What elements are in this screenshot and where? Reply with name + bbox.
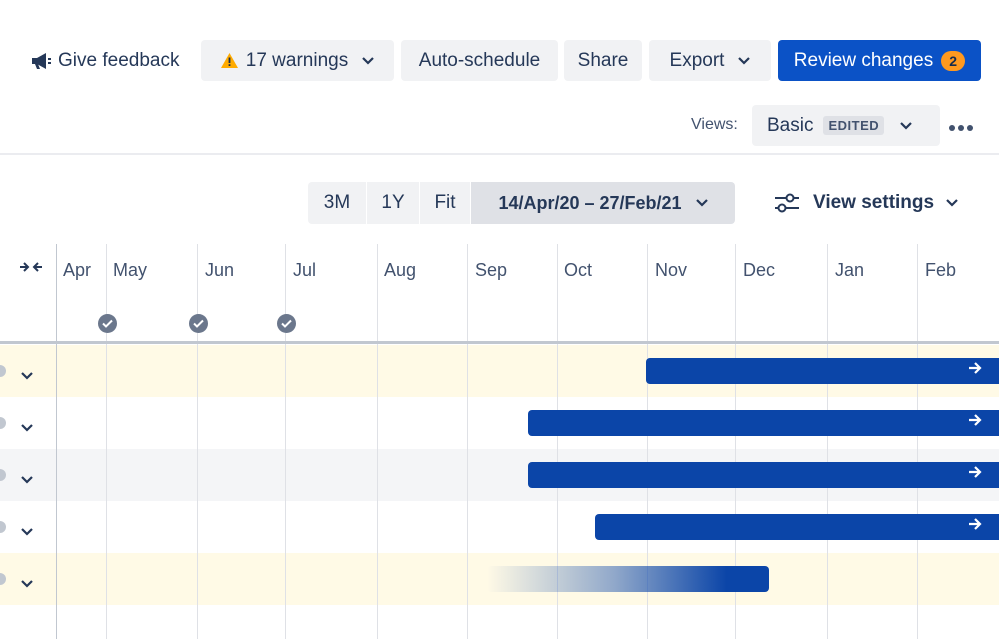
views-selected: Basic	[767, 114, 814, 136]
zoom-fit-label: Fit	[434, 192, 456, 213]
warnings-button[interactable]: 17 warnings	[201, 40, 394, 81]
chevron-down-icon	[946, 199, 958, 207]
month-gridline	[827, 244, 828, 639]
month-label: Nov	[655, 260, 688, 280]
megaphone-icon	[30, 52, 52, 70]
row-status-icon	[0, 469, 6, 481]
row-status-icon	[0, 521, 6, 533]
view-settings-button[interactable]: View settings	[774, 182, 958, 224]
export-button[interactable]: Export	[649, 40, 771, 81]
month-label: Apr	[63, 260, 92, 280]
milestone-check-icon[interactable]	[98, 314, 117, 333]
expand-row-chevron-icon[interactable]	[21, 419, 33, 437]
month-gridline	[197, 244, 198, 639]
month-label: Jan	[835, 260, 865, 280]
views-label: Views:	[691, 116, 738, 133]
review-changes-label: Review changes	[793, 49, 934, 71]
chevron-down-icon	[362, 56, 374, 65]
milestone-check-icon[interactable]	[189, 314, 208, 333]
auto-schedule-label: Auto-schedule	[418, 49, 541, 71]
arrow-right-icon	[968, 361, 982, 380]
month-gridline	[377, 244, 378, 639]
month-gridline	[285, 244, 286, 639]
schedule-bar[interactable]	[595, 514, 999, 540]
sliders-icon	[774, 193, 800, 213]
month-label: Dec	[743, 260, 776, 280]
schedule-bar[interactable]	[646, 358, 999, 384]
month-gridline	[557, 244, 558, 639]
header-divider	[0, 153, 999, 155]
review-changes-button[interactable]: Review changes 2	[778, 40, 981, 81]
arrow-right-icon	[968, 517, 982, 536]
zoom-1y-label: 1Y	[381, 192, 405, 213]
month-gridline	[106, 244, 107, 639]
month-label: Feb	[925, 260, 957, 280]
month-gridline	[917, 244, 918, 639]
timeline-row	[0, 605, 999, 639]
row-status-icon	[0, 573, 6, 585]
collapse-icon[interactable]	[19, 260, 43, 279]
edited-badge: EDITED	[823, 116, 885, 135]
zoom-1y-button[interactable]: 1Y	[367, 182, 419, 224]
schedule-bar[interactable]	[528, 462, 999, 488]
month-label: Jul	[293, 260, 317, 280]
review-count-badge: 2	[941, 50, 966, 71]
expand-row-chevron-icon[interactable]	[21, 471, 33, 489]
arrow-right-icon	[968, 413, 982, 432]
export-label: Export	[669, 49, 725, 71]
auto-schedule-button[interactable]: Auto-schedule	[401, 40, 558, 81]
expand-row-chevron-icon[interactable]	[21, 575, 33, 593]
view-settings-label: View settings	[813, 192, 935, 213]
zoom-fit-button[interactable]: Fit	[420, 182, 470, 224]
month-label: Aug	[384, 260, 417, 280]
month-gridline	[647, 244, 648, 639]
month-gridline	[467, 244, 468, 639]
month-label: Jun	[205, 260, 235, 280]
milestone-check-icon[interactable]	[277, 314, 296, 333]
expand-row-chevron-icon[interactable]	[21, 367, 33, 385]
month-gridline	[56, 244, 57, 639]
arrow-right-icon	[968, 465, 982, 484]
give-feedback-label: Give feedback	[58, 49, 180, 71]
date-range-dropdown[interactable]: 14/Apr/20 – 27/Feb/21	[471, 182, 735, 224]
warning-icon	[220, 53, 238, 68]
chevron-down-icon	[900, 121, 912, 130]
schedule-bar-fading[interactable]	[487, 566, 769, 592]
chevron-down-icon	[695, 199, 708, 207]
views-dropdown[interactable]: Basic EDITED	[752, 105, 940, 146]
date-range-label: 14/Apr/20 – 27/Feb/21	[498, 192, 682, 213]
month-label: Sep	[475, 260, 508, 280]
month-gridline	[735, 244, 736, 639]
zoom-3m-label: 3M	[323, 192, 351, 213]
timeline-header-divider	[0, 341, 999, 344]
share-button[interactable]: Share	[564, 40, 642, 81]
expand-row-chevron-icon[interactable]	[21, 523, 33, 541]
more-options-icon[interactable]	[948, 120, 974, 138]
give-feedback-button[interactable]: Give feedback	[30, 40, 179, 81]
warnings-label: 17 warnings	[245, 49, 349, 71]
schedule-bar[interactable]	[528, 410, 999, 436]
share-label: Share	[577, 49, 629, 71]
month-label: May	[113, 260, 148, 280]
row-status-icon	[0, 365, 6, 377]
month-label: Oct	[564, 260, 593, 280]
row-status-icon	[0, 417, 6, 429]
chevron-down-icon	[738, 56, 751, 65]
zoom-3m-button[interactable]: 3M	[308, 182, 366, 224]
